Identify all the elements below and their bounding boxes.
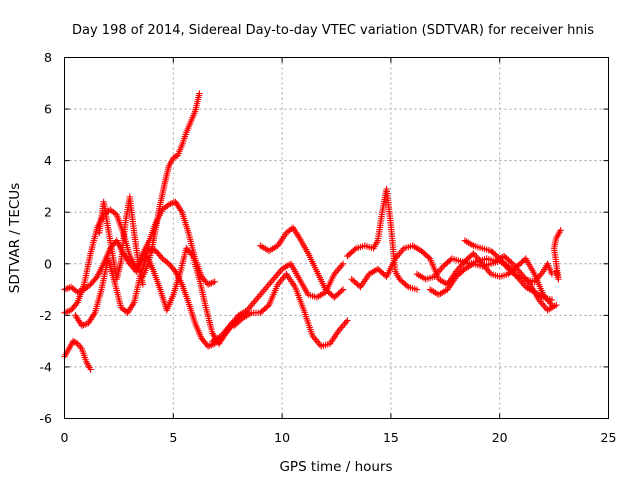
- x-tick-label: 10: [274, 430, 290, 445]
- data-point: [87, 366, 94, 373]
- data-point: [196, 90, 203, 97]
- y-tick-label: 8: [44, 50, 52, 65]
- data-point: [557, 227, 564, 234]
- y-tick-label: 2: [44, 205, 52, 220]
- series-track-i: [231, 270, 351, 350]
- data-point: [92, 275, 100, 282]
- data-point: [264, 303, 271, 310]
- y-tick-label: -6: [40, 411, 53, 426]
- data-point: [208, 279, 215, 287]
- y-tick-label: 6: [44, 102, 52, 117]
- data-point: [548, 270, 556, 278]
- data-point: [339, 286, 347, 293]
- grid-lines: [64, 57, 609, 419]
- data-point: [139, 281, 147, 288]
- tick-marks: [64, 57, 609, 419]
- series-track-j: [344, 185, 421, 293]
- data-point: [64, 308, 71, 315]
- data-point: [338, 287, 345, 295]
- x-tick-label: 25: [601, 430, 617, 445]
- data-point: [495, 254, 502, 261]
- x-tick-label: 20: [492, 430, 508, 445]
- plot-frame: [64, 57, 609, 419]
- y-tick-label: 0: [44, 256, 52, 271]
- data-point: [553, 301, 560, 309]
- data-point: [157, 253, 165, 261]
- data-point: [344, 317, 351, 324]
- x-tick-labels: 0 5 10 15 20 25: [61, 430, 617, 445]
- series-track-c: [72, 245, 236, 347]
- data-point: [351, 246, 358, 253]
- y-tick-label: -2: [40, 308, 52, 323]
- data-point: [339, 260, 347, 267]
- y-tick-labels: -6 -4 -2 0 2 4 6 8: [40, 50, 53, 426]
- data-point: [548, 296, 556, 304]
- x-tick-label: 5: [169, 430, 177, 445]
- data-point: [425, 254, 432, 261]
- data-point: [188, 251, 195, 258]
- chart-title: Day 198 of 2014, Sidereal Day-to-day VTE…: [72, 23, 594, 38]
- series-track-h: [257, 224, 347, 301]
- series-track-a: [61, 237, 244, 350]
- data-point: [73, 300, 80, 308]
- data-point: [211, 278, 218, 286]
- y-tick-label: -4: [40, 359, 53, 374]
- y-axis-label: SDTVAR / TECUs: [7, 183, 23, 293]
- series-track-b: [61, 198, 218, 316]
- data-marks: [61, 90, 564, 373]
- data-point: [355, 282, 363, 289]
- series-track-g: [209, 260, 347, 345]
- data-point: [508, 259, 515, 266]
- series-track-f: [96, 193, 147, 288]
- x-tick-label: 15: [383, 430, 399, 445]
- x-axis-label: GPS time / hours: [279, 459, 392, 475]
- y-tick-label: 4: [44, 153, 52, 168]
- data-point: [403, 282, 411, 289]
- series-track-o: [550, 227, 564, 283]
- data-point: [170, 266, 178, 274]
- x-tick-label: 0: [61, 430, 69, 445]
- data-point: [447, 256, 454, 264]
- data-point: [413, 286, 421, 293]
- series-track-n: [426, 258, 556, 304]
- series-track-d: [61, 337, 94, 373]
- series-track-e: [139, 90, 203, 280]
